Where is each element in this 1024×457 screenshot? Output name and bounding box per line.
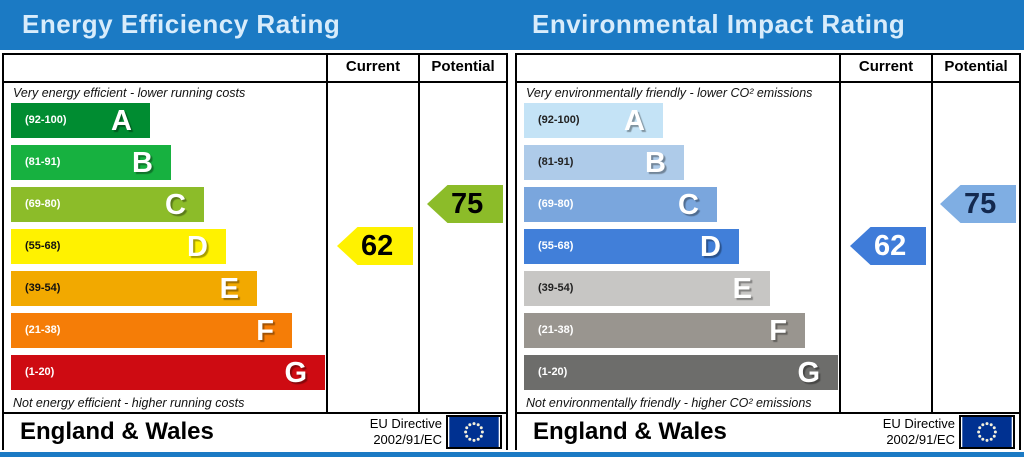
column-divider (418, 55, 420, 414)
current-rating-value: 62 (361, 229, 394, 262)
band-range: (92-100) (538, 114, 580, 126)
region-label: England & Wales (20, 418, 214, 445)
column-divider (326, 55, 328, 414)
potential-column-header: Potential (431, 58, 495, 75)
band-d: (55-68) D (524, 229, 739, 264)
band-letter: E (219, 273, 239, 305)
potential-rating-value: 75 (451, 187, 484, 220)
band-range: (21-38) (538, 324, 574, 336)
band-range: (21-38) (25, 324, 61, 336)
current-rating-value: 62 (874, 229, 907, 262)
band-letter: B (132, 147, 153, 179)
band-letter: F (256, 315, 274, 347)
band-f: (21-38) F (524, 313, 805, 348)
band-range: (69-80) (538, 198, 574, 210)
column-divider (931, 55, 933, 414)
band-range: (69-80) (25, 198, 61, 210)
band-range: (55-68) (25, 240, 61, 252)
current-column-header: Current (858, 58, 914, 75)
column-header-row: Current Potential (517, 55, 1019, 83)
potential-rating-value: 75 (964, 187, 997, 220)
band-letter: D (187, 231, 208, 263)
band-letter: G (797, 357, 820, 389)
eu-flag-icon (959, 415, 1015, 449)
band-range: (39-54) (25, 282, 61, 294)
band-e: (39-54) E (524, 271, 770, 306)
band-range: (39-54) (538, 282, 574, 294)
bottom-accent-strip (0, 452, 1024, 457)
column-header-row: Current Potential (4, 55, 506, 83)
caption-top: Very environmentally friendly - lower CO… (526, 86, 813, 100)
panel-footer: England & Wales EU Directive 2002/91/EC (4, 412, 506, 450)
caption-bottom: Not environmentally friendly - higher CO… (526, 396, 812, 410)
energy-efficiency-panel: Current Potential Very energy efficient … (2, 53, 508, 450)
eu-directive-label: EU Directive 2002/91/EC (882, 416, 955, 447)
environmental-band-chart: Very environmentally friendly - lower CO… (517, 83, 1019, 414)
band-range: (55-68) (538, 240, 574, 252)
panel-footer: England & Wales EU Directive 2002/91/EC (517, 412, 1019, 450)
band-letter: B (645, 147, 666, 179)
band-letter: F (769, 315, 787, 347)
region-label: England & Wales (533, 418, 727, 445)
band-d: (55-68) D (11, 229, 226, 264)
band-c: (69-80) C (524, 187, 717, 222)
band-range: (81-91) (538, 156, 574, 168)
band-letter: A (111, 105, 132, 137)
band-range: (1-20) (25, 366, 55, 378)
energy-efficiency-title: Energy Efficiency Rating (22, 9, 341, 39)
band-e: (39-54) E (11, 271, 257, 306)
environmental-impact-title: Environmental Impact Rating (532, 9, 906, 39)
band-a: (92-100) A (524, 103, 663, 138)
eu-directive-label: EU Directive 2002/91/EC (369, 416, 442, 447)
current-column-header: Current (345, 58, 401, 75)
band-g: (1-20) G (11, 355, 325, 390)
band-letter: A (624, 105, 645, 137)
band-range: (81-91) (25, 156, 61, 168)
band-c: (69-80) C (11, 187, 204, 222)
energy-band-chart: Very energy efficient - lower running co… (4, 83, 506, 414)
current-rating-arrow: 62 (337, 227, 413, 265)
band-g: (1-20) G (524, 355, 838, 390)
potential-column-header: Potential (944, 58, 1008, 75)
band-b: (81-91) B (11, 145, 171, 180)
band-letter: G (284, 357, 307, 389)
potential-rating-arrow: 75 (940, 185, 1016, 223)
potential-rating-arrow: 75 (427, 185, 503, 223)
band-letter: C (678, 189, 699, 221)
current-rating-arrow: 62 (850, 227, 926, 265)
header-bar: Energy Efficiency Rating Environmental I… (0, 0, 1024, 50)
band-f: (21-38) F (11, 313, 292, 348)
band-b: (81-91) B (524, 145, 684, 180)
environmental-impact-panel: Current Potential Very environmentally f… (515, 53, 1021, 450)
column-divider (839, 55, 841, 414)
band-range: (92-100) (25, 114, 67, 126)
band-letter: E (732, 273, 752, 305)
band-letter: D (700, 231, 721, 263)
band-a: (92-100) A (11, 103, 150, 138)
caption-bottom: Not energy efficient - higher running co… (13, 396, 245, 410)
band-letter: C (165, 189, 186, 221)
band-range: (1-20) (538, 366, 568, 378)
caption-top: Very energy efficient - lower running co… (13, 86, 246, 100)
eu-flag-icon (446, 415, 502, 449)
